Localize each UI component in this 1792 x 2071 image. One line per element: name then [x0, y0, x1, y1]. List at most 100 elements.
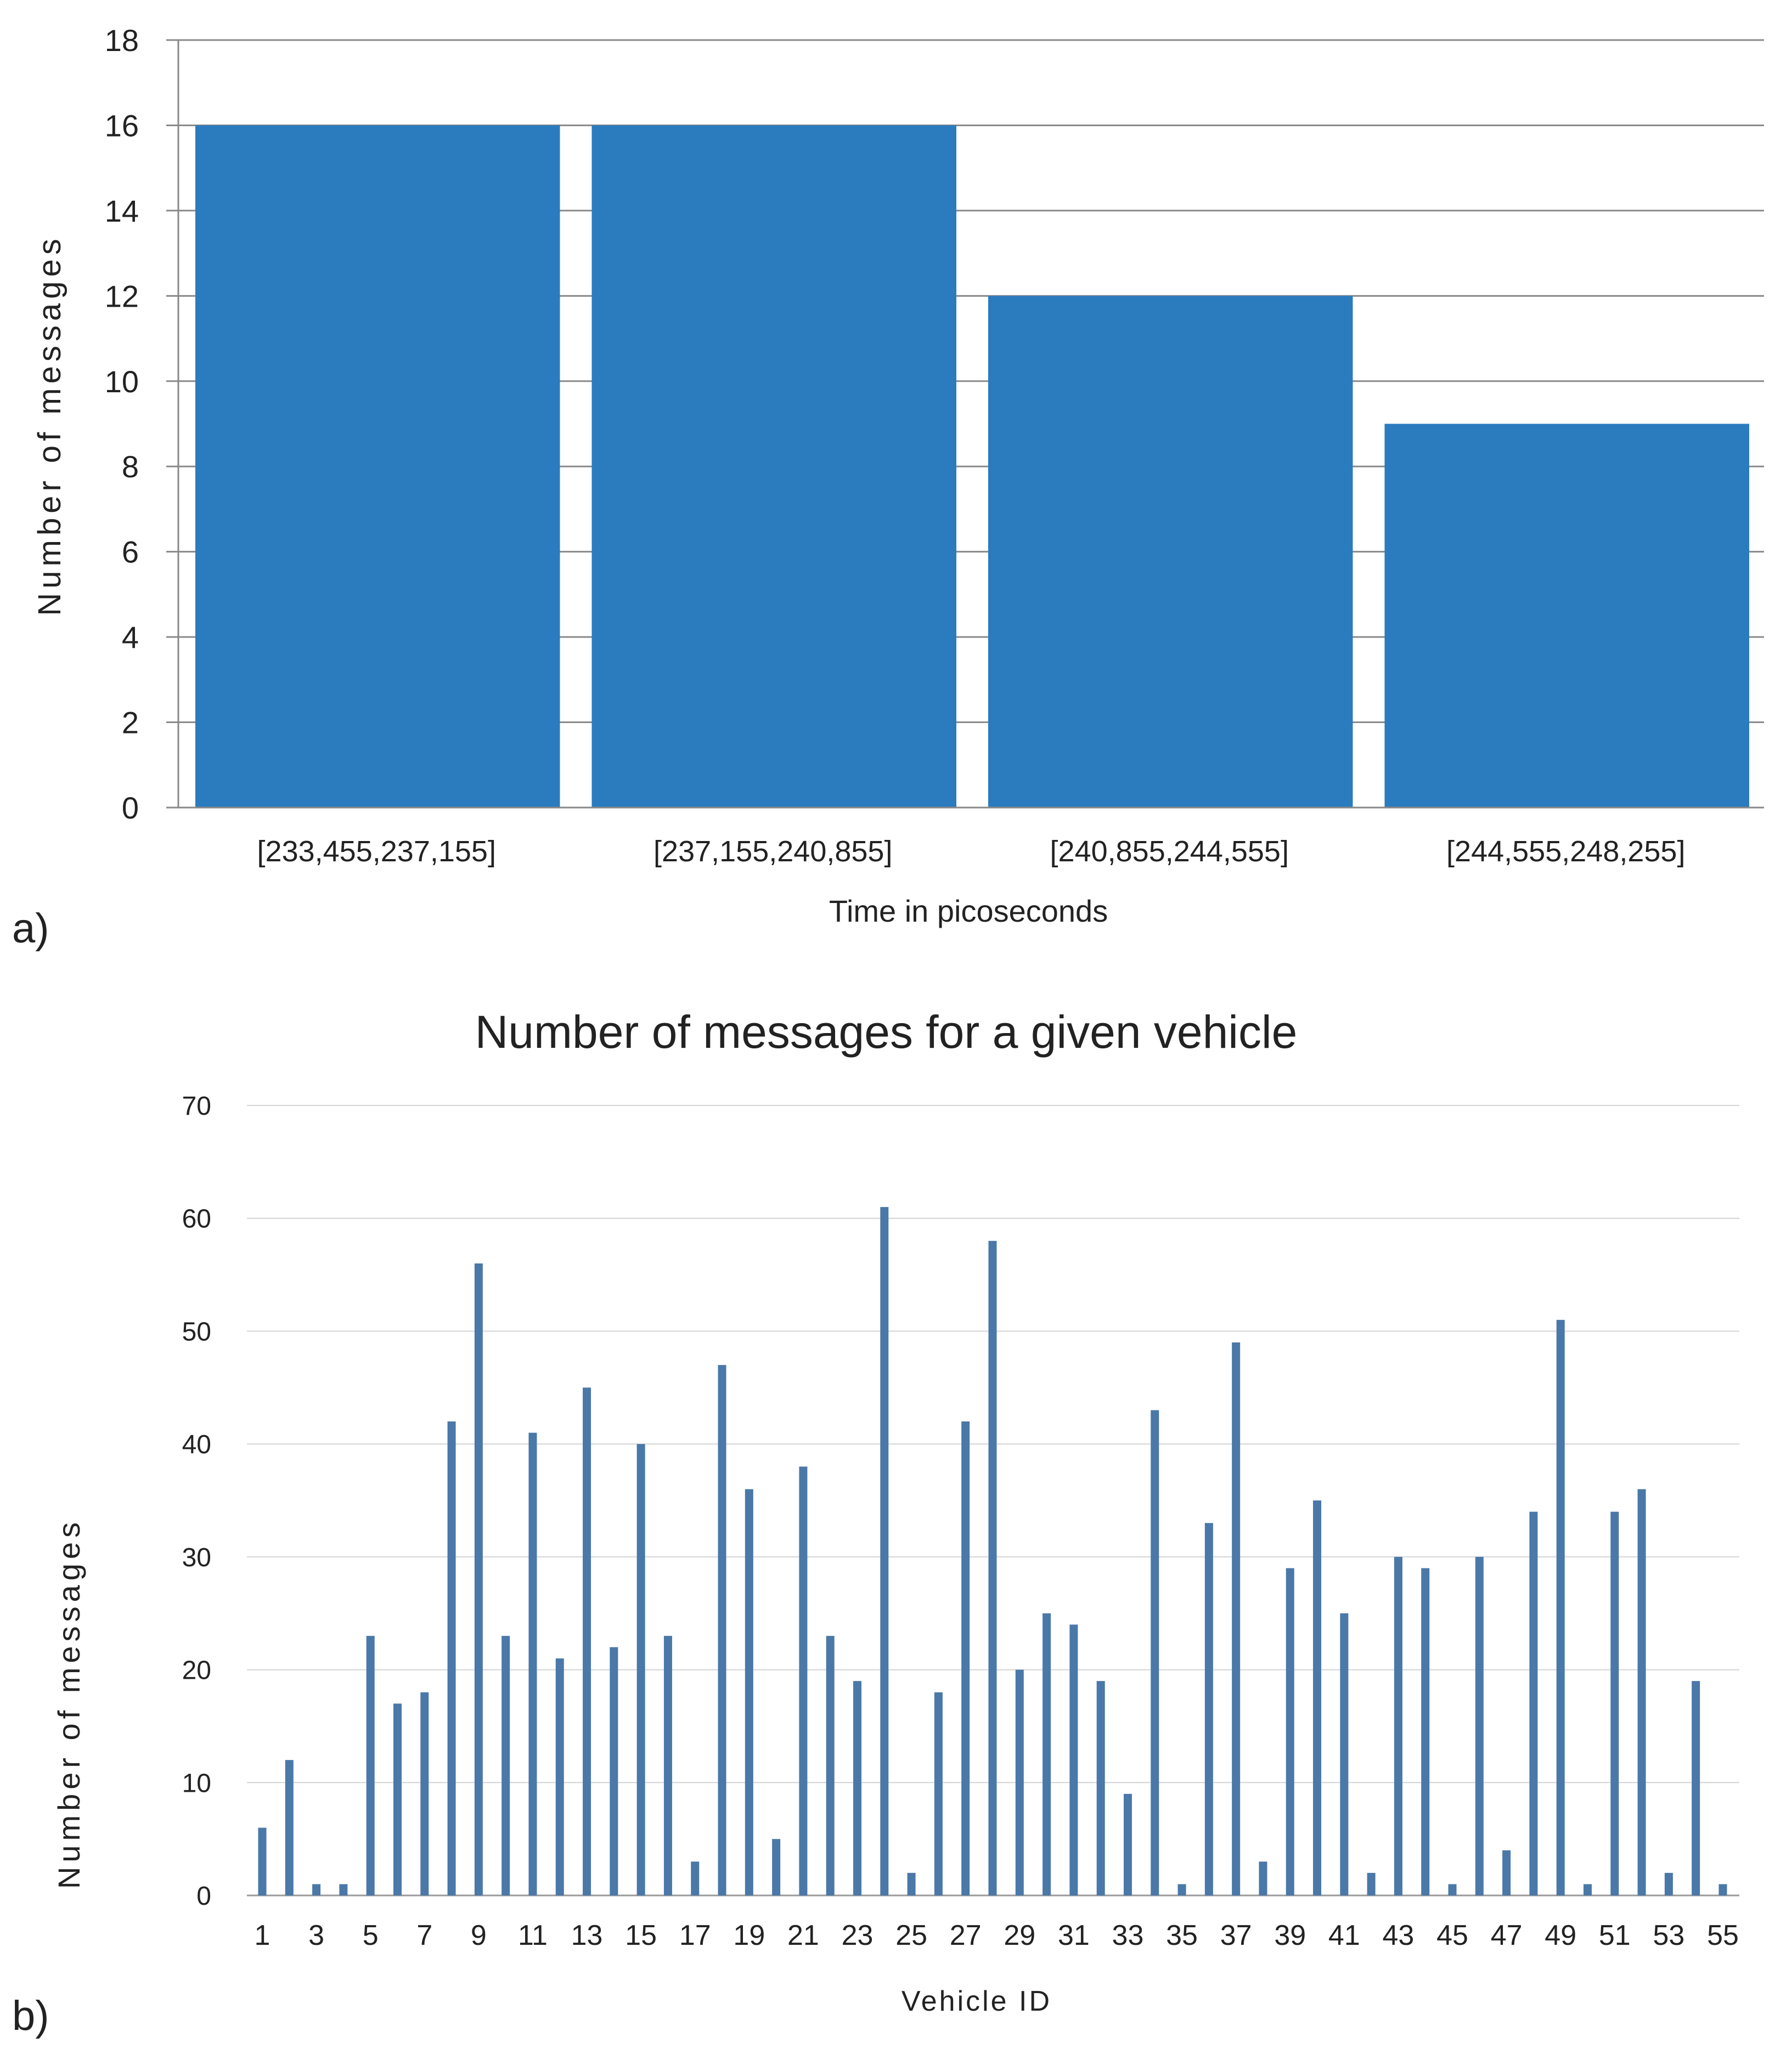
b-x-tick-label: 3 [308, 1920, 324, 1951]
b-bar [772, 1839, 781, 1895]
b-y-tick-label: 20 [182, 1656, 211, 1685]
a-bar [988, 296, 1353, 808]
b-y-tick-label: 60 [182, 1205, 211, 1234]
a-bar [195, 125, 560, 808]
b-x-tick-label: 43 [1383, 1920, 1415, 1951]
a-y-tick-label: 18 [105, 23, 139, 58]
b-y-axis-title: Number of messages [52, 1518, 86, 1889]
b-bar [691, 1861, 700, 1895]
b-bar [1177, 1884, 1186, 1895]
a-y-tick-label: 14 [105, 194, 139, 228]
b-bar [1421, 1568, 1430, 1895]
b-bar [528, 1432, 537, 1895]
b-x-tick-label: 39 [1274, 1920, 1306, 1951]
b-bar [393, 1703, 402, 1895]
a-y-tick-label: 8 [122, 449, 139, 484]
b-x-tick-label: 45 [1436, 1920, 1468, 1951]
b-bar [1042, 1613, 1051, 1895]
b-bar [1394, 1556, 1402, 1895]
b-y-tick-label: 50 [182, 1317, 211, 1346]
b-bar [1664, 1872, 1673, 1895]
a-x-axis-title: Time in picoseconds [829, 894, 1108, 928]
b-x-tick-label: 35 [1166, 1920, 1198, 1951]
b-x-tick-label: 31 [1058, 1920, 1090, 1951]
b-bar [745, 1489, 753, 1895]
panel-label-a: a) [12, 905, 49, 952]
a-y-tick-label: 0 [122, 791, 139, 825]
b-x-tick-labels: 1 3 5 7 9 11 13 15 17 19 21 23 25 27 29 31 33 35 37 39 41 43 4… [255, 1920, 1739, 1951]
b-y-tick-labels: 0 10 20 30 40 50 60 70 [182, 1092, 211, 1911]
a-x-tick-label: [240,855,244,555] [1050, 835, 1289, 868]
b-bar [555, 1658, 564, 1895]
b-bar [1096, 1681, 1105, 1895]
b-bar [285, 1760, 294, 1895]
b-bar [1692, 1681, 1700, 1895]
b-x-tick-label: 53 [1653, 1920, 1684, 1951]
b-x-tick-label: 17 [679, 1920, 711, 1951]
a-y-tick-label: 10 [105, 364, 139, 399]
b-bar [1015, 1669, 1024, 1895]
b-bar [312, 1884, 321, 1895]
b-x-tick-label: 9 [471, 1920, 487, 1951]
b-bar [1259, 1861, 1267, 1895]
b-bar [1151, 1410, 1159, 1895]
b-bar [339, 1884, 348, 1895]
b-bar [961, 1421, 970, 1895]
b-bar [258, 1827, 267, 1895]
b-x-tick-label: 11 [518, 1920, 548, 1951]
b-bar [663, 1635, 672, 1895]
b-bar [447, 1421, 456, 1895]
b-x-tick-label: 1 [255, 1920, 271, 1951]
b-x-tick-label: 29 [1004, 1920, 1035, 1951]
b-bar [1610, 1511, 1619, 1895]
b-bar [1204, 1523, 1213, 1895]
b-bar [1069, 1624, 1078, 1895]
a-bar [1384, 424, 1749, 808]
b-y-tick-label: 30 [182, 1543, 211, 1572]
a-x-tick-label: [244,555,248,255] [1446, 835, 1685, 868]
a-x-tick-label: [237,155,240,855] [653, 835, 892, 868]
a-x-tick-labels: [233,455,237,155] [237,155,240,855] [240,8… [257, 835, 1686, 868]
b-bar [1232, 1342, 1241, 1895]
b-bar [1637, 1489, 1646, 1895]
b-bar [583, 1387, 591, 1895]
b-x-tick-label: 49 [1545, 1920, 1576, 1951]
b-bar [1556, 1319, 1565, 1895]
b-y-tick-label: 0 [196, 1882, 211, 1911]
a-y-tick-label: 16 [105, 108, 139, 143]
b-y-tick-label: 40 [182, 1430, 211, 1459]
b-bar [1502, 1850, 1511, 1895]
panel-label-b: b) [12, 1993, 49, 2039]
b-chart-title: Number of messages for a given vehicle [475, 1006, 1298, 1058]
chart-a: 0 2 4 6 8 10 12 14 16 18 [233,455,237,155] [237,15… [12, 23, 1764, 952]
chart-b: Number of messages for a given vehicle 0… [12, 1006, 1739, 2039]
b-x-tick-label: 25 [895, 1920, 927, 1951]
b-bar [1123, 1793, 1132, 1895]
b-x-tick-label: 23 [842, 1920, 874, 1951]
b-x-tick-label: 19 [733, 1920, 765, 1951]
b-bar [474, 1263, 483, 1895]
b-bar [934, 1692, 943, 1895]
a-y-tick-label: 12 [105, 279, 139, 313]
b-x-tick-label: 15 [625, 1920, 657, 1951]
b-bar [366, 1635, 375, 1895]
a-bar [591, 125, 956, 808]
b-bar [636, 1444, 645, 1895]
b-x-tick-label: 51 [1599, 1920, 1631, 1951]
b-x-tick-label: 27 [950, 1920, 982, 1951]
b-bar [799, 1466, 808, 1895]
b-y-tick-label: 70 [182, 1092, 211, 1121]
a-y-tick-label: 6 [122, 535, 139, 569]
b-bar [501, 1635, 510, 1895]
b-bar [420, 1692, 429, 1895]
b-bar [1718, 1884, 1727, 1895]
b-x-tick-label: 13 [571, 1920, 603, 1951]
b-bars [258, 1207, 1727, 1895]
b-x-tick-label: 21 [787, 1920, 819, 1951]
b-bar [907, 1872, 916, 1895]
b-x-tick-label: 7 [416, 1920, 432, 1951]
b-bar [880, 1207, 889, 1895]
b-bar [853, 1681, 862, 1895]
b-x-tick-label: 41 [1328, 1920, 1360, 1951]
